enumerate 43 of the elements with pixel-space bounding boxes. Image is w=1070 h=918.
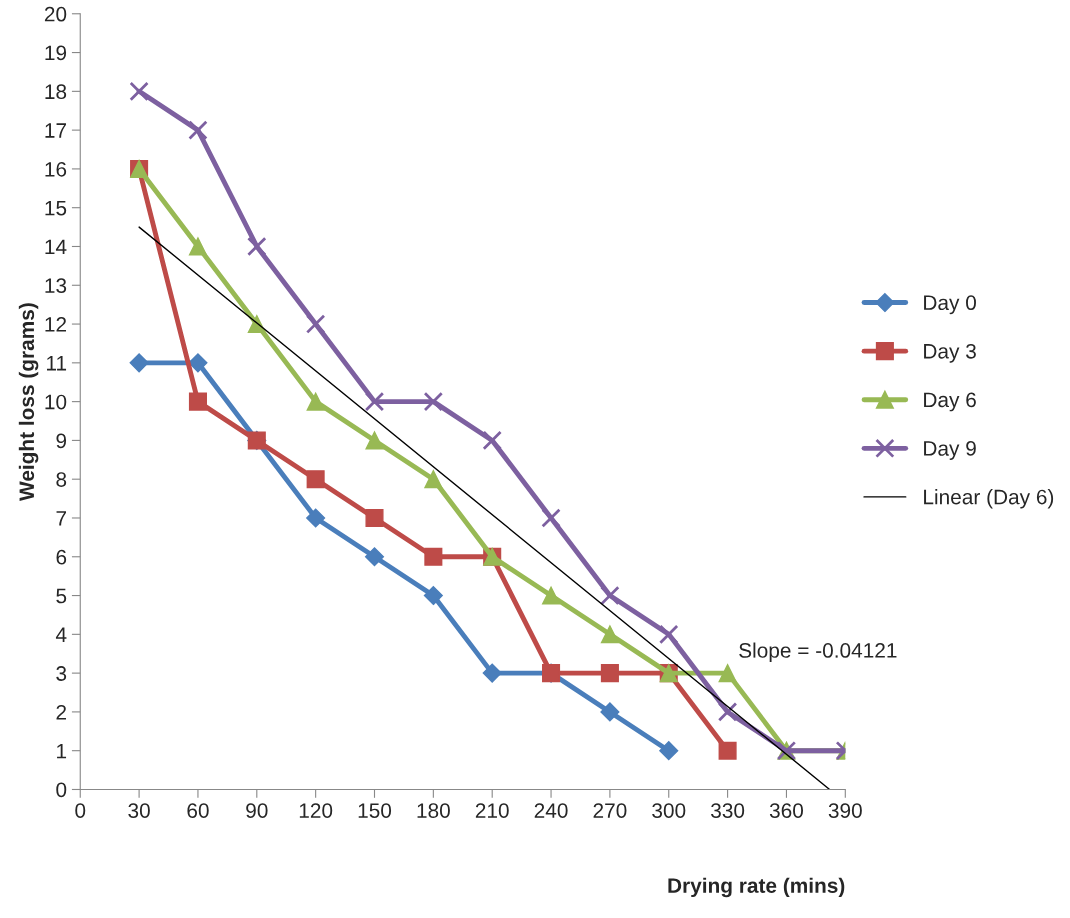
y-tick-label: 8 (56, 472, 67, 487)
y-tick-label: 18 (45, 84, 67, 100)
y-axis-title: Weight loss (grams) (18, 303, 39, 501)
y-tick-label: 10 (45, 394, 67, 410)
y-tick-label: 16 (45, 161, 67, 177)
legend-label: Day 3 (924, 343, 976, 363)
y-tick-label: 1 (57, 743, 67, 759)
x-tick-label: 300 (652, 803, 686, 818)
y-tick-label: 11 (47, 356, 67, 371)
x-tick-label: 270 (593, 803, 627, 818)
y-tick-label: 2 (56, 704, 67, 720)
x-tick-label: 360 (769, 803, 804, 818)
y-tick-label: 5 (56, 588, 67, 604)
y-tick-label: 7 (56, 511, 67, 526)
y-tick-label: 13 (45, 278, 67, 294)
x-tick-label: 390 (828, 803, 862, 818)
x-tick-label: 120 (299, 803, 333, 818)
y-tick-label: 19 (45, 45, 67, 61)
y-tick-label: 14 (45, 239, 67, 255)
x-tick-label: 180 (417, 803, 450, 818)
annotation: Slope = -0.04121 (739, 642, 897, 662)
y-tick-label: 17 (45, 123, 67, 138)
y-tick-label: 12 (45, 317, 67, 332)
x-tick-label: 30 (128, 803, 150, 818)
y-tick-label: 15 (45, 200, 67, 216)
legend-label: Day 9 (924, 441, 976, 460)
y-tick-label: 0 (56, 782, 67, 798)
x-tick-label: 210 (475, 803, 509, 818)
y-tick-label: 9 (56, 433, 67, 449)
legend-label: Linear (Day 6) (924, 489, 1054, 509)
legend-label: Day 0 (924, 295, 976, 315)
x-tick-label: 330 (711, 803, 745, 818)
x-axis-title: Drying rate (mins) (668, 877, 845, 898)
y-tick-label: 4 (55, 627, 67, 642)
y-tick-label: 20 (44, 6, 67, 22)
y-tick-label: 6 (56, 549, 67, 565)
x-tick-label: 240 (534, 803, 568, 818)
y-tick-label: 3 (56, 666, 67, 681)
x-tick-label: 60 (187, 803, 209, 818)
legend-label: Day 6 (924, 392, 976, 412)
x-tick-label: 90 (246, 803, 268, 818)
x-tick-label: 150 (358, 803, 392, 818)
x-tick-label: 0 (75, 803, 86, 818)
